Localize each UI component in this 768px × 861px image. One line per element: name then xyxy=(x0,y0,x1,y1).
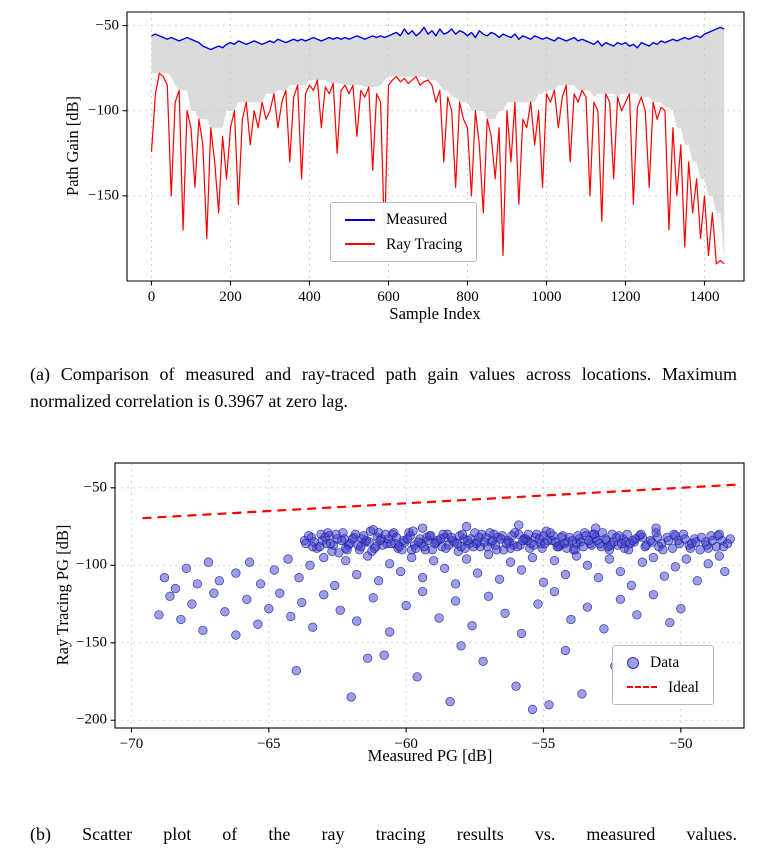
chart-b-canvas xyxy=(0,455,768,770)
measured-line-swatch xyxy=(345,218,375,221)
legend-label-ray-tracing: Ray Tracing xyxy=(386,235,463,253)
chart-b-legend: Data Ideal xyxy=(612,645,714,705)
legend-item-ray-tracing: Ray Tracing xyxy=(345,235,463,253)
chart-a-y-axis-label: Path Gain [dB] xyxy=(63,96,82,196)
chart-a-legend: Measured Ray Tracing xyxy=(330,202,478,262)
chart-a-canvas xyxy=(0,0,768,340)
chart-b-y-axis-label: Ray Tracing PG [dB] xyxy=(53,524,72,666)
chart-a-x-axis-label: Sample Index xyxy=(389,304,481,323)
legend-label-data: Data xyxy=(650,654,680,671)
legend-item-measured: Measured xyxy=(345,212,462,228)
ray-tracing-line-swatch xyxy=(345,243,375,246)
figure-a-line-chart: 0 200 400 600 800 1000 1200 1400 −50 −100 −150 Pat… xyxy=(0,0,768,340)
data-point-swatch xyxy=(627,656,639,669)
ideal-line-swatch xyxy=(627,686,657,689)
legend-label-measured: Measured xyxy=(386,211,448,228)
legend-item-ideal: Ideal xyxy=(627,678,699,696)
chart-b-x-axis-label: Measured PG [dB] xyxy=(367,746,493,765)
caption-b: (b) Scatter plot of the ray tracing resu… xyxy=(30,824,737,844)
figure-b-scatter-chart: −70 −65 −60 −55 −50 −50 −100 −150 −200 Ray Traci… xyxy=(0,455,768,770)
legend-item-data: Data xyxy=(627,655,699,671)
legend-label-ideal: Ideal xyxy=(668,678,699,696)
caption-a: (a) Comparison of measured and ray-trace… xyxy=(30,364,737,411)
